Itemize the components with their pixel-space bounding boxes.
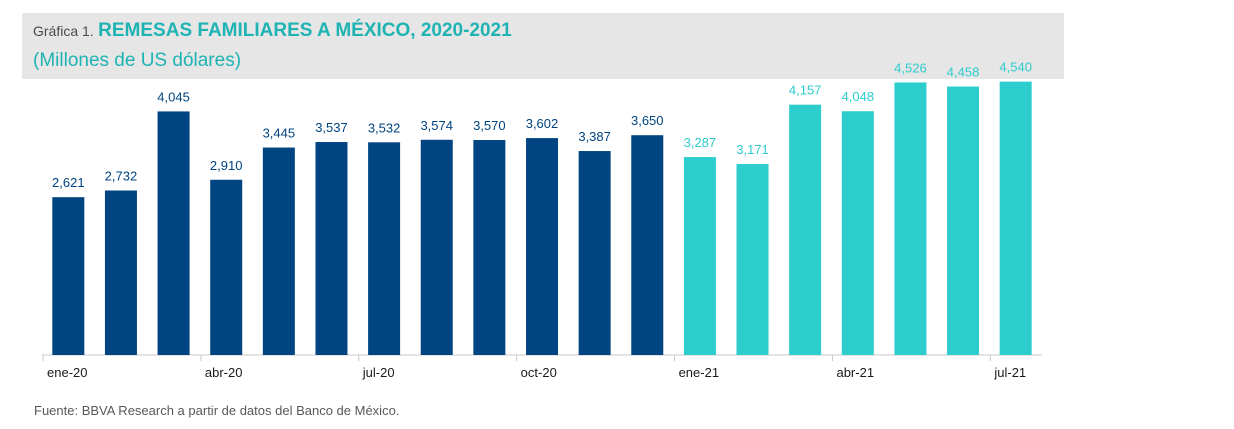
data-label-jun-20: 3,537 [315,120,348,135]
data-label-jul-21: 4,540 [999,60,1032,75]
data-label-ene-21: 3,287 [684,135,717,150]
x-tick-label-abr-21: abr-21 [836,365,874,380]
bar-may-20 [262,147,295,355]
data-label-feb-21: 3,171 [736,142,769,157]
data-label-jul-20: 3,532 [368,120,401,135]
data-label-oct-20: 3,602 [526,116,559,131]
title-line: Gráfica 1. REMESAS FAMILIARES A MÉXICO, … [33,20,512,42]
data-label-mar-20: 4,045 [157,89,190,104]
data-label-mar-21: 4,157 [789,83,822,98]
bar-mar-21 [789,104,822,356]
bar-jun-20 [315,142,348,355]
bar-ene-21 [683,157,716,355]
data-label-may-21: 4,526 [894,60,927,75]
data-label-nov-20: 3,387 [578,129,611,144]
x-tick-label-jul-20: jul-20 [362,365,395,380]
bar-ago-20 [420,139,453,355]
bar-oct-20 [526,138,558,355]
bar-abr-21 [841,111,874,356]
data-label-sep-20: 3,570 [473,118,506,133]
x-tick-label-ene-20: ene-20 [47,365,87,380]
data-label-ene-20: 2,621 [52,175,85,190]
data-label-dic-20: 3,650 [631,113,664,128]
bar-abr-20 [210,179,243,355]
bar-jul-21 [999,81,1032,356]
chart-subtitle: (Millones de US dólares) [33,50,242,71]
x-tick-label-abr-20: abr-20 [205,365,243,380]
chart-header: Gráfica 1. REMESAS FAMILIARES A MÉXICO, … [22,13,1064,79]
chart-title: REMESAS FAMILIARES A MÉXICO, 2020-2021 [98,20,512,41]
x-tick-label-oct-20: oct-20 [521,365,557,380]
bar-sep-20 [473,140,506,355]
bar-jul-20 [368,142,401,355]
data-label-abr-21: 4,048 [842,89,875,104]
chart-number: Gráfica 1. [33,23,94,39]
bar-dic-20 [631,135,664,355]
bar-feb-20 [104,190,137,355]
x-tick-label-jul-21: jul-21 [993,365,1026,380]
data-label-ago-20: 3,574 [420,118,453,133]
x-tick-label-ene-21: ene-21 [679,365,719,380]
data-label-feb-20: 2,732 [105,168,138,183]
bar-nov-20 [578,151,611,355]
bar-feb-21 [736,164,769,355]
data-label-jun-21: 4,458 [947,65,980,80]
data-label-may-20: 3,445 [263,126,296,141]
bar-ene-20 [52,197,85,355]
bar-may-21 [894,82,927,355]
data-label-abr-20: 2,910 [210,158,243,173]
bar-jun-21 [947,86,980,355]
source-note: Fuente: BBVA Research a partir de datos … [34,403,400,418]
bar-mar-20 [157,111,190,355]
